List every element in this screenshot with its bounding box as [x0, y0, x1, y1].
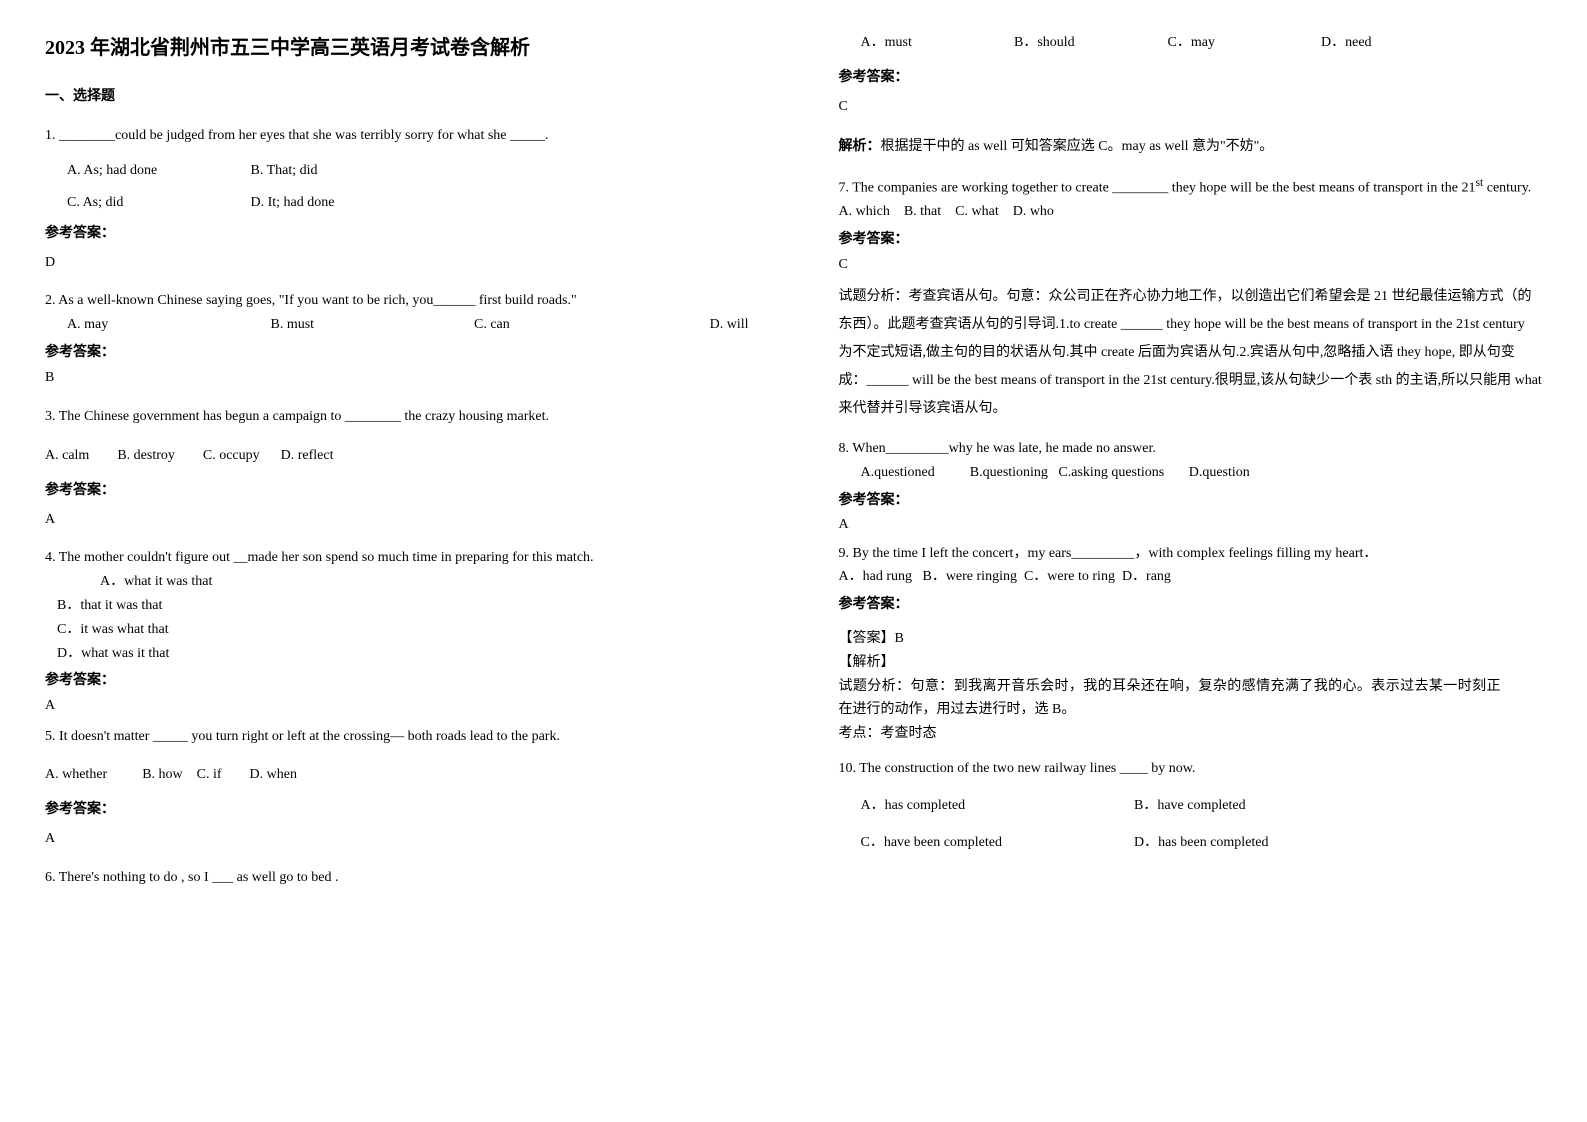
- q6-answer: C: [839, 94, 1543, 119]
- question-2-block: 2. As a well-known Chinese saying goes, …: [45, 289, 749, 364]
- q6-opt-a: A．must: [861, 30, 1011, 55]
- q9-img-line3: 考点：考查时态: [839, 722, 1543, 746]
- q6-opt-b: B．should: [1014, 30, 1164, 55]
- question-1-options-row2: C. As; did D. It; had done: [45, 190, 749, 215]
- q1-answer: D: [45, 250, 749, 275]
- q2-opt-a: A. may: [67, 313, 267, 337]
- q2-answer: B: [45, 365, 749, 390]
- question-9-stem: 9. By the time I left the concert，my ear…: [839, 542, 1543, 566]
- q8-answer: A: [839, 512, 1543, 537]
- left-column: 2023 年湖北省荆州市五三中学高三英语月考试卷含解析 一、选择题 1. ___…: [0, 0, 794, 1122]
- q10-opt-c: C．have been completed: [861, 830, 1131, 855]
- question-5-options: A. whether B. how C. if D. when: [45, 762, 749, 787]
- question-4-stem: 4. The mother couldn't figure out __made…: [45, 546, 749, 570]
- q7-answer: C: [839, 252, 1543, 277]
- question-8-stem: 8. When_________why he was late, he made…: [839, 437, 1543, 461]
- q1-answer-label: 参考答案：: [45, 221, 749, 246]
- question-1-options-row1: A. As; had done B. That; did: [45, 158, 749, 183]
- q6-answer-label: 参考答案：: [839, 65, 1543, 90]
- q2-opt-b: B. must: [271, 313, 471, 337]
- question-2-options: A. may B. must C. can D. will: [45, 313, 749, 337]
- q3-answer-label: 参考答案：: [45, 478, 749, 503]
- question-10-stem: 10. The construction of the two new rail…: [839, 756, 1543, 781]
- question-7-stem: 7. The companies are working together to…: [839, 173, 1543, 200]
- question-1-stem: 1. ________could be judged from her eyes…: [45, 123, 749, 148]
- q9-expl-line: 【解析】: [839, 651, 1543, 675]
- q6-opt-d: D．need: [1321, 30, 1471, 55]
- question-5-stem: 5. It doesn't matter _____ you turn righ…: [45, 724, 749, 749]
- question-3-stem: 3. The Chinese government has begun a ca…: [45, 404, 749, 429]
- question-9-block: 9. By the time I left the concert，my ear…: [839, 542, 1543, 617]
- q3-answer: A: [45, 507, 749, 532]
- question-8-block: 8. When_________why he was late, he made…: [839, 437, 1543, 512]
- q8-answer-label: 参考答案：: [839, 489, 1543, 513]
- q2-opt-c: C. can: [474, 313, 674, 337]
- q7-stem1: 7. The companies are working together to…: [839, 180, 1476, 195]
- q1-opt-b: B. That; did: [251, 163, 318, 178]
- q7-answer-label: 参考答案：: [839, 228, 1543, 252]
- question-4-block: 4. The mother couldn't figure out __made…: [45, 546, 749, 693]
- q6-explain-text: 根据提干中的 as well 可知答案应选 C。may as well 意为"不…: [881, 139, 1274, 154]
- q4-answer: A: [45, 693, 749, 718]
- q10-opt-b: B．have completed: [1134, 798, 1246, 813]
- question-3-options: A. calm B. destroy C. occupy D. reflect: [45, 443, 749, 468]
- question-7-options: A. which B. that C. what D. who: [839, 200, 1543, 224]
- q2-opt-d: D. will: [710, 313, 749, 337]
- q5-answer: A: [45, 826, 749, 851]
- q6-explain-label: 解析：: [839, 139, 881, 154]
- question-2-stem: 2. As a well-known Chinese saying goes, …: [45, 289, 749, 313]
- q1-opt-d: D. It; had done: [251, 195, 335, 210]
- q9-answer-label: 参考答案：: [839, 593, 1543, 617]
- q9-img-line1: 试题分析：句意：到我离开音乐会时，我的耳朵还在响，复杂的感情充满了我的心。表示过…: [839, 675, 1543, 699]
- q4-answer-label: 参考答案：: [45, 669, 749, 693]
- q9-ans-line: 【答案】B: [839, 627, 1543, 651]
- q7-analysis: 试题分析：考查宾语从句。句意：众公司正在齐心协力地工作，以创造出它们希望会是 2…: [839, 283, 1543, 423]
- question-8-options: A.questioned B.questioning C.asking ques…: [839, 461, 1543, 485]
- question-7-block: 7. The companies are working together to…: [839, 173, 1543, 252]
- question-6-options: A．must B．should C．may D．need: [839, 30, 1543, 55]
- q6-opt-c: C．may: [1168, 30, 1318, 55]
- q9-img-line2: 在进行的动作，用过去进行时，选 B。: [839, 698, 1543, 722]
- q4-opt-c: C．it was what that: [45, 618, 749, 642]
- q6-explain: 解析：根据提干中的 as well 可知答案应选 C。may as well 意…: [839, 134, 1543, 159]
- q1-opt-a: A. As; had done: [67, 158, 247, 183]
- q10-opt-d: D．has been completed: [1134, 835, 1269, 850]
- question-9-options: A．had rung B．were ringing C．were to ring…: [839, 565, 1543, 589]
- q10-opt-a: A．has completed: [861, 793, 1131, 818]
- section-heading: 一、选择题: [45, 84, 749, 109]
- q5-answer-label: 参考答案：: [45, 797, 749, 822]
- question-10-options-row2: C．have been completed D．has been complet…: [839, 830, 1543, 855]
- q7-stem2: century.: [1483, 180, 1531, 195]
- q2-answer-label: 参考答案：: [45, 341, 749, 365]
- q4-opt-b: B．that it was that: [45, 594, 749, 618]
- page-title: 2023 年湖北省荆州市五三中学高三英语月考试卷含解析: [45, 30, 749, 66]
- q4-opt-d: D．what was it that: [45, 642, 749, 666]
- q4-opt-a: A．what it was that: [45, 570, 749, 594]
- question-6-stem: 6. There's nothing to do , so I ___ as w…: [45, 865, 749, 890]
- q1-opt-c: C. As; did: [67, 190, 247, 215]
- right-column: A．must B．should C．may D．need 参考答案： C 解析：…: [794, 0, 1587, 1122]
- q9-analysis-image: 【答案】B 【解析】 试题分析：句意：到我离开音乐会时，我的耳朵还在响，复杂的感…: [839, 627, 1543, 746]
- question-10-options-row1: A．has completed B．have completed: [839, 793, 1543, 818]
